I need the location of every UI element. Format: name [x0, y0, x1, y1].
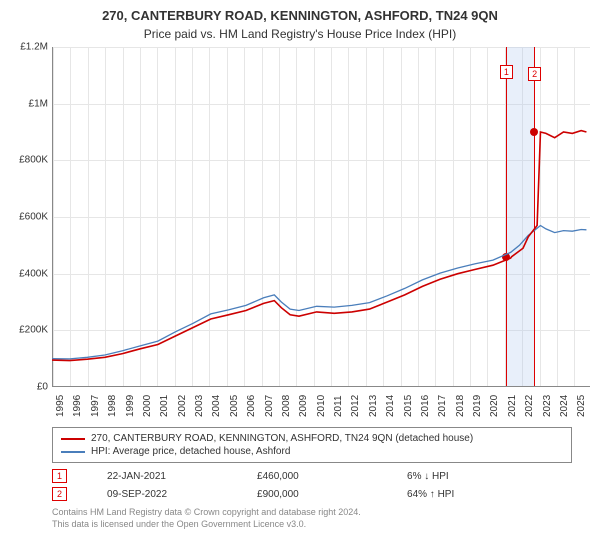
y-tick: £0 — [37, 382, 48, 393]
sales-list: 1 22-JAN-2021 £460,000 6% ↓ HPI 2 09-SEP-2022… — [10, 469, 590, 501]
sale-date: 09-SEP-2022 — [107, 489, 217, 500]
legend-swatch-property — [61, 438, 85, 440]
x-tick: 2008 — [281, 395, 292, 417]
x-tick: 2009 — [298, 395, 309, 417]
x-tick: 2004 — [211, 395, 222, 417]
x-tick: 2011 — [333, 395, 344, 417]
x-tick: 2002 — [177, 395, 188, 417]
y-tick: £1M — [29, 98, 48, 109]
x-tick: 1997 — [90, 395, 101, 417]
x-tick: 2019 — [472, 395, 483, 417]
sale-price: £900,000 — [257, 489, 367, 500]
legend: 270, CANTERBURY ROAD, KENNINGTON, ASHFOR… — [52, 427, 572, 463]
x-tick: 1999 — [125, 395, 136, 417]
y-tick: £400K — [19, 268, 48, 279]
sale-date: 22-JAN-2021 — [107, 471, 217, 482]
chart-subtitle: Price paid vs. HM Land Registry's House … — [10, 27, 590, 41]
x-tick: 2014 — [385, 395, 396, 417]
x-tick: 2005 — [229, 395, 240, 417]
x-tick: 2016 — [420, 395, 431, 417]
x-tick: 2021 — [507, 395, 518, 417]
sale-row: 1 22-JAN-2021 £460,000 6% ↓ HPI — [52, 469, 590, 483]
chart-area: £0£200K£400K£600K£800K£1M£1.2M 12 — [10, 47, 590, 387]
x-tick: 2024 — [559, 395, 570, 417]
x-tick: 2000 — [142, 395, 153, 417]
x-tick: 2013 — [368, 395, 379, 417]
x-tick: 2007 — [264, 395, 275, 417]
legend-label-hpi: HPI: Average price, detached house, Ashf… — [91, 446, 290, 457]
y-tick: £800K — [19, 155, 48, 166]
x-tick: 2020 — [489, 395, 500, 417]
sale-index: 2 — [52, 487, 67, 501]
x-tick: 2010 — [316, 395, 327, 417]
legend-item-hpi: HPI: Average price, detached house, Ashf… — [61, 445, 563, 458]
x-tick: 2025 — [576, 395, 587, 417]
legend-item-property: 270, CANTERBURY ROAD, KENNINGTON, ASHFOR… — [61, 432, 563, 445]
x-tick: 2022 — [524, 395, 535, 417]
sale-row: 2 09-SEP-2022 £900,000 64% ↑ HPI — [52, 487, 590, 501]
footer-line2: This data is licensed under the Open Gov… — [52, 519, 590, 531]
legend-label-property: 270, CANTERBURY ROAD, KENNINGTON, ASHFOR… — [91, 433, 473, 444]
y-tick: £1.2M — [20, 42, 48, 53]
x-tick: 2015 — [403, 395, 414, 417]
x-tick: 2017 — [437, 395, 448, 417]
y-tick: £200K — [19, 325, 48, 336]
sale-change: 6% ↓ HPI — [407, 471, 449, 482]
y-tick: £600K — [19, 212, 48, 223]
x-tick: 1996 — [72, 395, 83, 417]
x-tick: 1995 — [55, 395, 66, 417]
x-tick: 1998 — [107, 395, 118, 417]
sale-change: 64% ↑ HPI — [407, 489, 454, 500]
x-tick: 2003 — [194, 395, 205, 417]
x-tick: 2023 — [542, 395, 553, 417]
x-tick: 2001 — [159, 395, 170, 417]
footer: Contains HM Land Registry data © Crown c… — [52, 507, 590, 530]
sale-index: 1 — [52, 469, 67, 483]
x-tick: 2006 — [246, 395, 257, 417]
sale-price: £460,000 — [257, 471, 367, 482]
y-axis: £0£200K£400K£600K£800K£1M£1.2M — [10, 47, 52, 387]
footer-line1: Contains HM Land Registry data © Crown c… — [52, 507, 590, 519]
plot: 12 — [52, 47, 590, 387]
legend-swatch-hpi — [61, 451, 85, 453]
x-tick: 2018 — [455, 395, 466, 417]
x-tick: 2012 — [350, 395, 361, 417]
x-axis: 1995 1996 1997 1998 1999 2000 2001 2002 2003 2004… — [52, 387, 590, 423]
chart-title: 270, CANTERBURY ROAD, KENNINGTON, ASHFOR… — [10, 8, 590, 23]
